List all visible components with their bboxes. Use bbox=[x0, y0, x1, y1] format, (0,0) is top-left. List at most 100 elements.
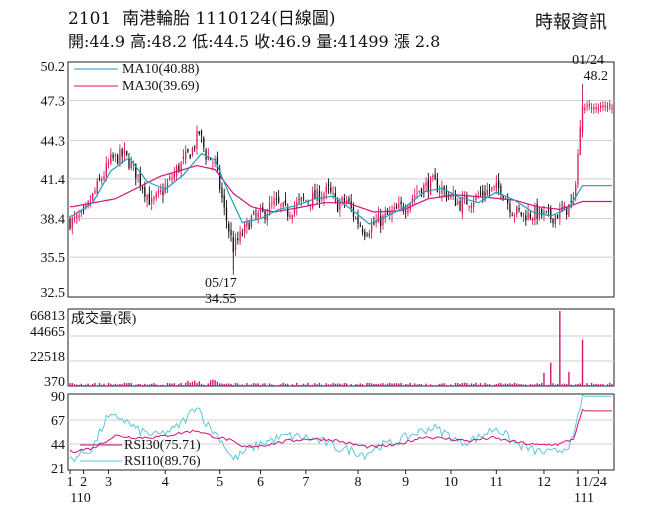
volume-bar bbox=[475, 382, 477, 386]
volume-bar bbox=[123, 382, 126, 386]
candle-body bbox=[205, 150, 207, 160]
volume-bar bbox=[237, 383, 239, 386]
candle-body bbox=[459, 200, 461, 211]
candle-body bbox=[232, 237, 234, 253]
candle-body bbox=[248, 222, 250, 230]
candle-body bbox=[495, 182, 497, 189]
stock-code: 2101 bbox=[68, 9, 112, 29]
candle-body bbox=[547, 209, 550, 211]
volume-bar bbox=[382, 383, 384, 386]
candle-body bbox=[178, 165, 180, 172]
volume-bar bbox=[130, 383, 132, 386]
volume-bar bbox=[98, 382, 101, 386]
volume-bar bbox=[232, 384, 234, 386]
candle-body bbox=[432, 175, 434, 178]
stock-name: 南港輪胎 bbox=[122, 9, 191, 29]
candle-body bbox=[112, 154, 114, 159]
candle-body bbox=[316, 189, 318, 201]
volume-bar bbox=[606, 384, 609, 386]
volume-bar bbox=[139, 383, 142, 386]
candle-body bbox=[216, 156, 219, 169]
volume-bar bbox=[228, 383, 230, 386]
volume-bar bbox=[189, 382, 191, 386]
volume-bar bbox=[400, 383, 402, 386]
candle-body bbox=[162, 191, 164, 196]
volume-bar bbox=[309, 384, 312, 386]
candle-body bbox=[187, 148, 189, 153]
rsi-tick-label: 90 bbox=[51, 390, 65, 405]
volume-bar bbox=[191, 381, 194, 386]
candle-body bbox=[398, 204, 400, 208]
volume-bar bbox=[602, 383, 604, 386]
volume-bar bbox=[570, 384, 572, 386]
volume-bar bbox=[545, 385, 547, 386]
candle-body bbox=[287, 207, 289, 217]
volume-bar bbox=[359, 383, 361, 386]
volume-bar bbox=[425, 383, 427, 386]
volume-bar bbox=[482, 384, 484, 386]
candle-body bbox=[169, 177, 171, 180]
volume-bar bbox=[355, 384, 357, 386]
volume-bar bbox=[91, 383, 94, 386]
volume-bar bbox=[87, 383, 89, 386]
volume-bar bbox=[563, 383, 566, 386]
volume-bar bbox=[586, 383, 588, 386]
candle-body bbox=[96, 180, 98, 194]
volume-bar bbox=[350, 383, 352, 386]
volume-bar bbox=[552, 383, 554, 386]
candle-body bbox=[377, 214, 380, 223]
volume-bar bbox=[96, 385, 98, 386]
volume-bar bbox=[486, 384, 488, 386]
volume-bar bbox=[150, 383, 153, 386]
volume-bar bbox=[402, 385, 405, 386]
candle-body bbox=[541, 209, 543, 216]
volume-bar bbox=[287, 383, 289, 386]
candle-body bbox=[497, 180, 500, 188]
candle-body bbox=[268, 202, 271, 216]
candle-body bbox=[473, 202, 475, 207]
volume-bar bbox=[305, 384, 307, 386]
candle-body bbox=[128, 157, 130, 169]
volume-bar bbox=[155, 384, 157, 386]
volume-bar bbox=[522, 384, 525, 386]
candle-body bbox=[92, 193, 94, 200]
volume-bar bbox=[364, 385, 366, 386]
volume-bar bbox=[339, 383, 341, 386]
candle-body bbox=[493, 185, 495, 187]
volume-bar bbox=[470, 383, 473, 386]
volume-bar bbox=[565, 384, 568, 386]
volume-bar bbox=[300, 384, 303, 386]
volume-bar bbox=[423, 385, 425, 386]
volume-bar bbox=[581, 339, 584, 386]
candle-body bbox=[153, 197, 155, 200]
volume-bar bbox=[366, 382, 368, 386]
x-year-label: 110 bbox=[70, 491, 90, 506]
volume-bar bbox=[94, 382, 96, 386]
volume-bar bbox=[241, 384, 244, 386]
candle-body bbox=[425, 182, 427, 187]
candle-body bbox=[150, 198, 153, 203]
volume-bar bbox=[341, 384, 343, 386]
panel-frame-3 bbox=[67, 393, 615, 471]
x-tick-label: 10 bbox=[444, 475, 458, 490]
volume-bar bbox=[434, 385, 436, 386]
candle-body bbox=[346, 199, 348, 203]
volume-bar bbox=[377, 383, 380, 386]
candle-body bbox=[604, 105, 606, 108]
candle-body bbox=[527, 211, 529, 220]
x-tick-label: 2 bbox=[80, 475, 87, 490]
volume-tick-label: 370 bbox=[44, 375, 65, 390]
source-label: 時報資訊 bbox=[535, 12, 607, 33]
volume-bar bbox=[497, 383, 500, 386]
candle-body bbox=[191, 148, 194, 156]
volume-bar bbox=[71, 383, 73, 386]
candle-body bbox=[80, 210, 82, 214]
candle-body bbox=[463, 196, 466, 198]
candle-body bbox=[384, 213, 386, 218]
volume-bar bbox=[345, 383, 348, 386]
candle-body bbox=[554, 215, 556, 225]
volume-bar bbox=[457, 383, 459, 386]
volume-bar bbox=[531, 384, 534, 386]
volume-bar bbox=[398, 383, 400, 386]
candle-body bbox=[382, 215, 384, 226]
